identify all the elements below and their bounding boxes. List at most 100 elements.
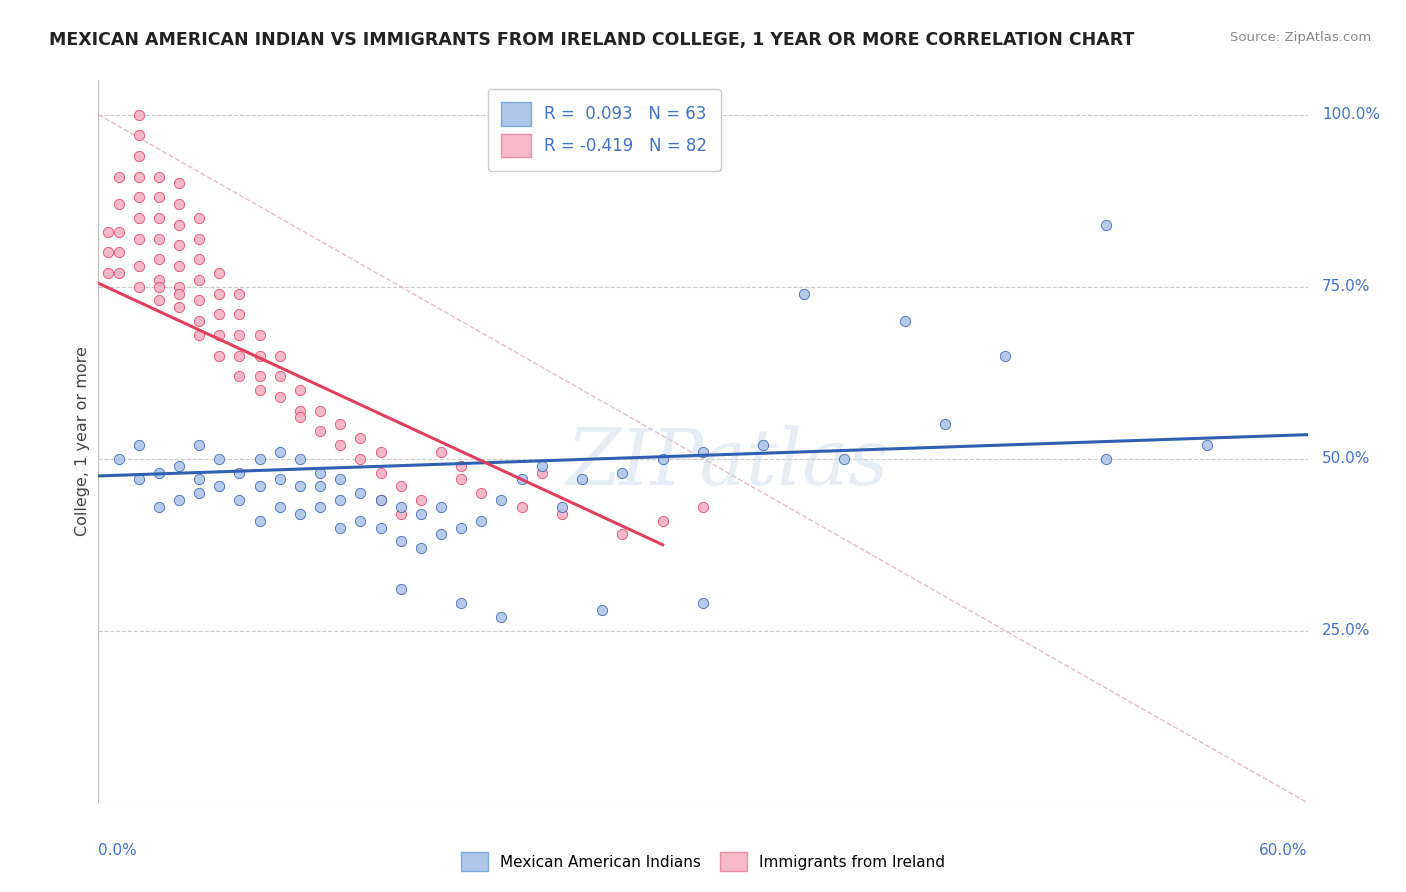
Point bbox=[349, 514, 371, 528]
Point bbox=[167, 218, 190, 232]
Point bbox=[530, 466, 553, 480]
Point bbox=[288, 383, 311, 397]
Point bbox=[349, 431, 371, 445]
Point bbox=[128, 190, 150, 204]
Point bbox=[692, 596, 714, 610]
Point bbox=[208, 327, 231, 342]
Y-axis label: College, 1 year or more: College, 1 year or more bbox=[75, 347, 90, 536]
Point bbox=[228, 466, 250, 480]
Point bbox=[612, 466, 634, 480]
Point bbox=[128, 169, 150, 184]
Point bbox=[107, 266, 129, 280]
Point bbox=[188, 211, 211, 225]
Point bbox=[349, 486, 371, 500]
Point bbox=[329, 493, 352, 508]
Point bbox=[107, 225, 129, 239]
Point bbox=[188, 472, 211, 486]
Point bbox=[228, 286, 250, 301]
Point bbox=[167, 493, 190, 508]
Point bbox=[329, 438, 352, 452]
Point bbox=[370, 466, 392, 480]
Point bbox=[269, 445, 291, 459]
Point bbox=[128, 108, 150, 122]
Point bbox=[128, 149, 150, 163]
Point bbox=[148, 293, 170, 308]
Point bbox=[128, 128, 150, 143]
Point bbox=[249, 451, 271, 466]
Point bbox=[430, 527, 453, 541]
Point bbox=[97, 266, 120, 280]
Point bbox=[269, 500, 291, 514]
Point bbox=[128, 259, 150, 273]
Point bbox=[571, 472, 593, 486]
Point bbox=[148, 252, 170, 267]
Point bbox=[228, 307, 250, 321]
Point bbox=[309, 424, 332, 438]
Point bbox=[370, 493, 392, 508]
Point bbox=[288, 403, 311, 417]
Point bbox=[288, 507, 311, 521]
Point bbox=[167, 177, 190, 191]
Point bbox=[832, 451, 855, 466]
Point bbox=[228, 349, 250, 363]
Point bbox=[409, 493, 432, 508]
Point bbox=[389, 582, 412, 597]
Point bbox=[692, 500, 714, 514]
Point bbox=[208, 349, 231, 363]
Point bbox=[148, 466, 170, 480]
Point bbox=[651, 514, 673, 528]
Point bbox=[128, 472, 150, 486]
Text: MEXICAN AMERICAN INDIAN VS IMMIGRANTS FROM IRELAND COLLEGE, 1 YEAR OR MORE CORRE: MEXICAN AMERICAN INDIAN VS IMMIGRANTS FR… bbox=[49, 31, 1135, 49]
Point bbox=[249, 383, 271, 397]
Point bbox=[269, 472, 291, 486]
Point bbox=[893, 314, 915, 328]
Text: 50.0%: 50.0% bbox=[1322, 451, 1371, 467]
Point bbox=[288, 410, 311, 425]
Point bbox=[430, 500, 453, 514]
Point bbox=[510, 500, 533, 514]
Point bbox=[107, 245, 129, 260]
Point bbox=[167, 279, 190, 293]
Point bbox=[612, 527, 634, 541]
Point bbox=[167, 197, 190, 211]
Point bbox=[530, 458, 553, 473]
Point bbox=[148, 169, 170, 184]
Point bbox=[228, 327, 250, 342]
Point bbox=[450, 520, 472, 534]
Point bbox=[249, 514, 271, 528]
Point bbox=[148, 279, 170, 293]
Point bbox=[97, 245, 120, 260]
Point bbox=[329, 417, 352, 432]
Point bbox=[309, 500, 332, 514]
Point bbox=[1095, 218, 1118, 232]
Point bbox=[148, 273, 170, 287]
Point bbox=[188, 438, 211, 452]
Legend: R =  0.093   N = 63, R = -0.419   N = 82: R = 0.093 N = 63, R = -0.419 N = 82 bbox=[488, 88, 721, 170]
Point bbox=[188, 231, 211, 245]
Point bbox=[188, 252, 211, 267]
Point bbox=[188, 273, 211, 287]
Point bbox=[128, 279, 150, 293]
Point bbox=[148, 190, 170, 204]
Text: 25.0%: 25.0% bbox=[1322, 624, 1371, 639]
Point bbox=[450, 596, 472, 610]
Point bbox=[450, 472, 472, 486]
Point bbox=[188, 314, 211, 328]
Point bbox=[551, 507, 574, 521]
Point bbox=[409, 507, 432, 521]
Point bbox=[934, 417, 956, 432]
Point bbox=[510, 472, 533, 486]
Point bbox=[188, 486, 211, 500]
Point bbox=[208, 307, 231, 321]
Point bbox=[167, 286, 190, 301]
Text: 75.0%: 75.0% bbox=[1322, 279, 1371, 294]
Text: 0.0%: 0.0% bbox=[98, 843, 138, 857]
Point bbox=[167, 458, 190, 473]
Point bbox=[208, 479, 231, 493]
Point bbox=[470, 486, 492, 500]
Point bbox=[269, 369, 291, 384]
Point bbox=[370, 493, 392, 508]
Point bbox=[793, 286, 815, 301]
Point bbox=[228, 493, 250, 508]
Point bbox=[389, 479, 412, 493]
